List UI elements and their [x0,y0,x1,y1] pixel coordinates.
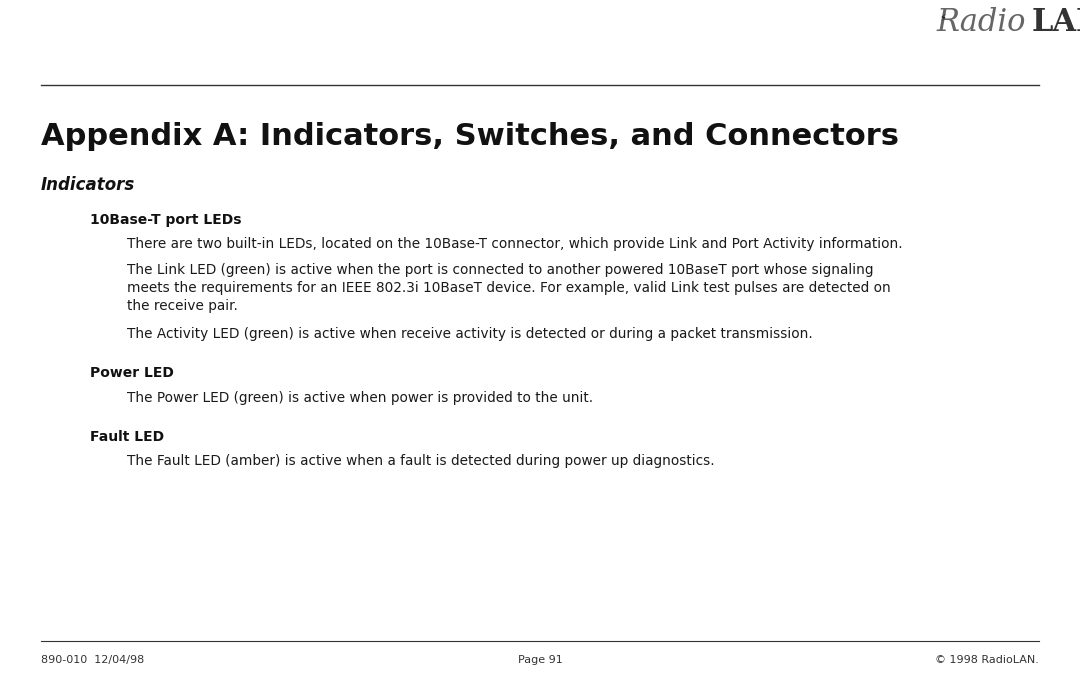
Text: The Power LED (green) is active when power is provided to the unit.: The Power LED (green) is active when pow… [127,391,594,405]
Text: 10Base-T port LEDs: 10Base-T port LEDs [90,213,241,227]
Text: The Activity LED (green) is active when receive activity is detected or during a: The Activity LED (green) is active when … [127,327,813,341]
Text: the receive pair.: the receive pair. [127,299,239,313]
Text: Power LED: Power LED [90,366,174,380]
Text: Radio: Radio [936,8,1026,38]
Text: LAN: LAN [1031,8,1080,38]
Text: The Link LED (green) is active when the port is connected to another powered 10B: The Link LED (green) is active when the … [127,263,874,277]
Text: Page 91: Page 91 [517,655,563,664]
Text: ⚡: ⚡ [940,13,946,23]
Text: The Fault LED (amber) is active when a fault is detected during power up diagnos: The Fault LED (amber) is active when a f… [127,454,715,468]
Text: 890-010  12/04/98: 890-010 12/04/98 [41,655,145,664]
Text: meets the requirements for an IEEE 802.3i 10BaseT device. For example, valid Lin: meets the requirements for an IEEE 802.3… [127,281,891,295]
Text: © 1998 RadioLAN.: © 1998 RadioLAN. [935,655,1039,664]
Text: There are two built-in LEDs, located on the 10Base-T connector, which provide Li: There are two built-in LEDs, located on … [127,237,903,251]
Text: Indicators: Indicators [41,176,135,194]
Text: Appendix A: Indicators, Switches, and Connectors: Appendix A: Indicators, Switches, and Co… [41,122,899,151]
Text: Fault LED: Fault LED [90,430,164,444]
